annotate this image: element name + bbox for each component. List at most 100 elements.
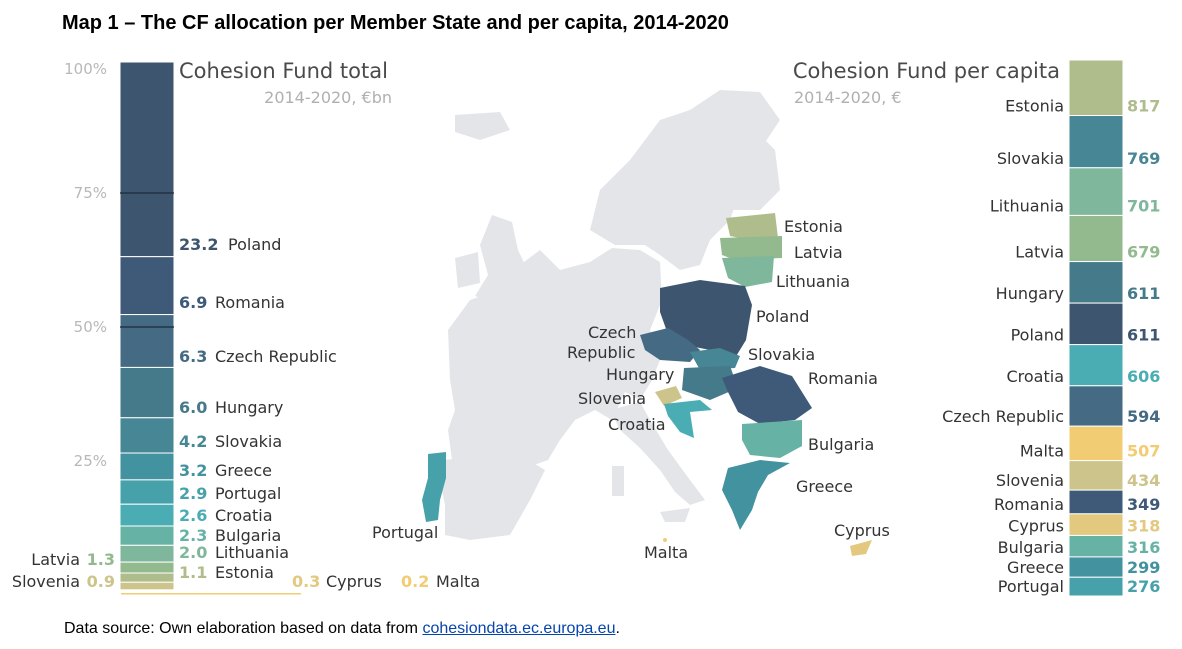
map-label-latvia: Latvia xyxy=(794,243,843,262)
capita-value-greece: 299 xyxy=(1127,558,1160,577)
capita-bar-lithuania xyxy=(1068,167,1124,216)
total-value-slovakia: 4.2 xyxy=(179,432,207,451)
axis-tick-25: 25% xyxy=(74,452,107,470)
total-value-portugal: 2.9 xyxy=(179,484,207,503)
map-country-czech-republic xyxy=(640,328,700,362)
map-label-poland: Poland xyxy=(756,307,809,326)
map-land-ireland xyxy=(455,252,480,288)
total-name-greece: Greece xyxy=(215,461,272,480)
capita-bar-slovenia xyxy=(1068,460,1124,491)
total-name-poland: Poland xyxy=(228,235,281,254)
total-name-czech-republic: Czech Republic xyxy=(215,347,337,366)
capita-name-greece: Greece xyxy=(1007,558,1064,577)
data-source-prefix: Data source: Own elaboration based on da… xyxy=(64,620,423,637)
capita-name-croatia: Croatia xyxy=(1006,367,1064,386)
total-bar-latvia xyxy=(119,561,175,574)
capita-bar-croatia xyxy=(1068,344,1124,387)
capita-name-romania: Romania xyxy=(994,495,1064,514)
map-label-bulgaria: Bulgaria xyxy=(808,435,874,454)
cf-allocation-figure: Estonia Latvia Lithuania Poland Czech Re… xyxy=(12,59,1160,597)
capita-bar-hungary xyxy=(1068,261,1124,304)
map-country-malta xyxy=(663,538,667,542)
capita-value-bulgaria: 316 xyxy=(1127,538,1160,557)
total-value-cyprus: 0.3 xyxy=(292,572,320,591)
total-value-malta: 0.2 xyxy=(401,572,429,591)
total-bar-czech-republic xyxy=(119,314,175,368)
map-country-estonia xyxy=(726,213,778,240)
capita-bar-slovakia xyxy=(1068,115,1124,169)
map-country-romania xyxy=(722,366,812,424)
total-name-lithuania: Lithuania xyxy=(215,543,289,562)
map-label-croatia: Croatia xyxy=(608,415,666,434)
total-value-hungary: 6.0 xyxy=(179,398,207,417)
data-source-suffix: . xyxy=(615,620,620,637)
total-value-estonia: 1.1 xyxy=(179,563,207,582)
capita-value-portugal: 276 xyxy=(1127,577,1160,596)
total-name-romania: Romania xyxy=(215,293,285,312)
map-land-sicily xyxy=(660,508,690,522)
total-bar-bulgaria xyxy=(119,525,175,546)
map-country-croatia xyxy=(664,400,712,438)
data-source-link[interactable]: cohesiondata.ec.europa.eu xyxy=(422,620,616,637)
total-bar-hungary xyxy=(119,366,175,419)
map-country-slovenia xyxy=(655,386,682,406)
capita-value-romania: 349 xyxy=(1127,495,1160,514)
total-value-latvia: 1.3 xyxy=(87,550,115,569)
axis-tick-75: 75% xyxy=(74,184,107,202)
map-country-lithuania xyxy=(722,256,774,287)
map-label-romania: Romania xyxy=(808,369,878,388)
total-bar-portugal xyxy=(119,479,175,505)
total-bar-poland xyxy=(119,61,175,258)
map-land-sardinia xyxy=(612,466,624,496)
total-name-croatia: Croatia xyxy=(215,506,273,525)
total-name-portugal: Portugal xyxy=(215,484,281,503)
capita-bar-romania xyxy=(1068,489,1124,515)
per-capita-chart-title: Cohesion Fund per capita xyxy=(793,59,1060,83)
total-name-estonia: Estonia xyxy=(215,563,274,582)
capita-bar-malta xyxy=(1068,425,1124,462)
total-name-latvia: Latvia xyxy=(31,550,80,569)
map-country-bulgaria xyxy=(742,420,802,458)
map-land-uk xyxy=(475,215,530,305)
axis-tick-50: 50% xyxy=(74,318,107,336)
capita-value-lithuania: 701 xyxy=(1127,196,1160,215)
capita-value-czech-republic: 594 xyxy=(1127,407,1160,426)
total-bar-romania xyxy=(119,256,175,316)
per-capita-bar-stack: 817 Estonia 769 Slovakia 701 Lithuania 679 Latv… xyxy=(942,59,1160,597)
capita-value-slovenia: 434 xyxy=(1127,471,1160,490)
total-bar-greece xyxy=(119,452,175,481)
total-name-slovenia: Slovenia xyxy=(12,572,80,591)
capita-bar-czech-republic xyxy=(1068,385,1124,427)
total-bar-slovakia xyxy=(119,417,175,454)
map-label-portugal: Portugal xyxy=(372,523,438,542)
map-land-iceland xyxy=(455,112,510,140)
total-name-slovakia: Slovakia xyxy=(215,432,282,451)
capita-bar-estonia xyxy=(1068,59,1124,117)
total-value-poland: 23.2 xyxy=(179,235,218,254)
total-value-romania: 6.9 xyxy=(179,293,207,312)
capita-name-slovenia: Slovenia xyxy=(996,471,1064,490)
capita-name-cyprus: Cyprus xyxy=(1008,516,1064,535)
axis-tick-100: 100% xyxy=(64,60,107,78)
capita-value-cyprus: 318 xyxy=(1127,516,1160,535)
total-value-croatia: 2.6 xyxy=(179,506,207,525)
capita-value-malta: 507 xyxy=(1127,442,1160,461)
total-value-slovenia: 0.9 xyxy=(87,572,115,591)
capita-bar-portugal xyxy=(1068,576,1124,597)
map-label-slovenia: Slovenia xyxy=(578,389,646,408)
capita-value-latvia: 679 xyxy=(1127,243,1160,262)
map-label-republic: Republic xyxy=(567,343,635,362)
map-label-slovakia: Slovakia xyxy=(748,345,815,364)
total-name-bulgaria: Bulgaria xyxy=(215,526,281,545)
map-label-hungary: Hungary xyxy=(606,365,674,384)
total-bar-estonia xyxy=(119,572,175,583)
total-chart: Cohesion Fund total 2014-2020, €bn 100% … xyxy=(12,59,480,595)
map-country-cyprus xyxy=(850,540,872,556)
capita-bar-greece xyxy=(1068,556,1124,578)
capita-value-poland: 611 xyxy=(1127,326,1160,345)
total-bar-malta xyxy=(121,593,301,595)
capita-name-czech-republic: Czech Republic xyxy=(942,407,1064,426)
capita-value-slovakia: 769 xyxy=(1127,149,1160,168)
total-name-cyprus: Cyprus xyxy=(326,572,382,591)
map-label-malta: Malta xyxy=(644,543,688,562)
